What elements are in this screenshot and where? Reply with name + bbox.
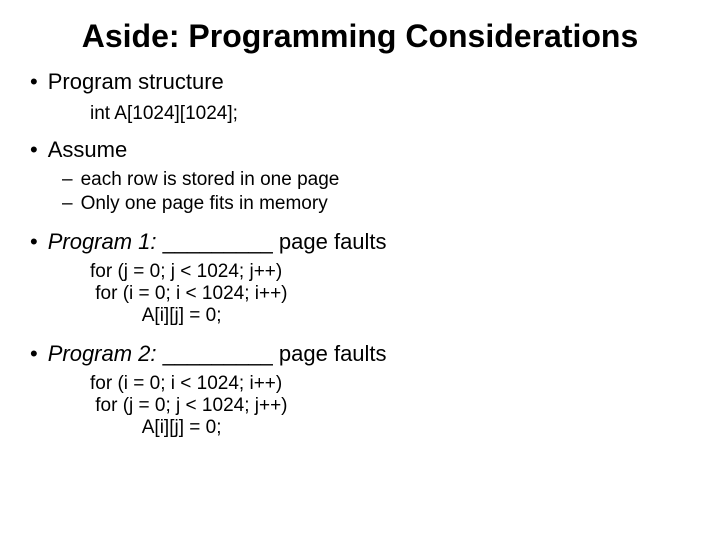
program1-code-block: for (j = 0; j < 1024; j++) for (i = 0; i… [90,261,690,327]
program2-code-block: for (i = 0; i < 1024; i++) for (j = 0; j… [90,373,690,439]
code-line: A[i][j] = 0; [90,305,690,327]
bullet-dot-icon: • [30,69,38,95]
declaration-block: int A[1024][1024]; [90,103,690,125]
bullet-text: Only one page fits in memory [81,193,328,215]
bullet-dash-icon: – [62,193,73,215]
code-line: for (i = 0; i < 1024; i++) [90,283,690,305]
code-line: for (j = 0; j < 1024; j++) [90,395,690,417]
blank-field: _________ [163,229,273,254]
bullet-assume-sub1: – each row is stored in one page [62,169,690,191]
bullet-assume: • Assume [30,137,690,163]
program2-line: Program 2: _________ page faults [48,341,387,367]
code-line: A[i][j] = 0; [90,417,690,439]
bullet-program1: • Program 1: _________ page faults [30,229,690,255]
bullet-dot-icon: • [30,229,38,255]
program1-label: Program 1: [48,229,157,254]
program2-label: Program 2: [48,341,157,366]
bullet-assume-sub2: – Only one page fits in memory [62,193,690,215]
slide: Aside: Programming Considerations • Prog… [0,0,720,540]
page-faults-text: page faults [279,229,387,254]
code-line: for (i = 0; i < 1024; i++) [90,373,690,395]
slide-title: Aside: Programming Considerations [30,18,690,55]
code-line: for (j = 0; j < 1024; j++) [90,261,690,283]
bullet-dash-icon: – [62,169,73,191]
array-declaration: int A[1024][1024]; [90,103,238,124]
bullet-program2: • Program 2: _________ page faults [30,341,690,367]
bullet-dot-icon: • [30,137,38,163]
program1-line: Program 1: _________ page faults [48,229,387,255]
bullet-text: Program structure [48,69,224,95]
bullet-text: each row is stored in one page [81,169,340,191]
bullet-text: Assume [48,137,127,163]
bullet-program-structure: • Program structure [30,69,690,95]
blank-field: _________ [163,341,273,366]
bullet-dot-icon: • [30,341,38,367]
page-faults-text: page faults [279,341,387,366]
